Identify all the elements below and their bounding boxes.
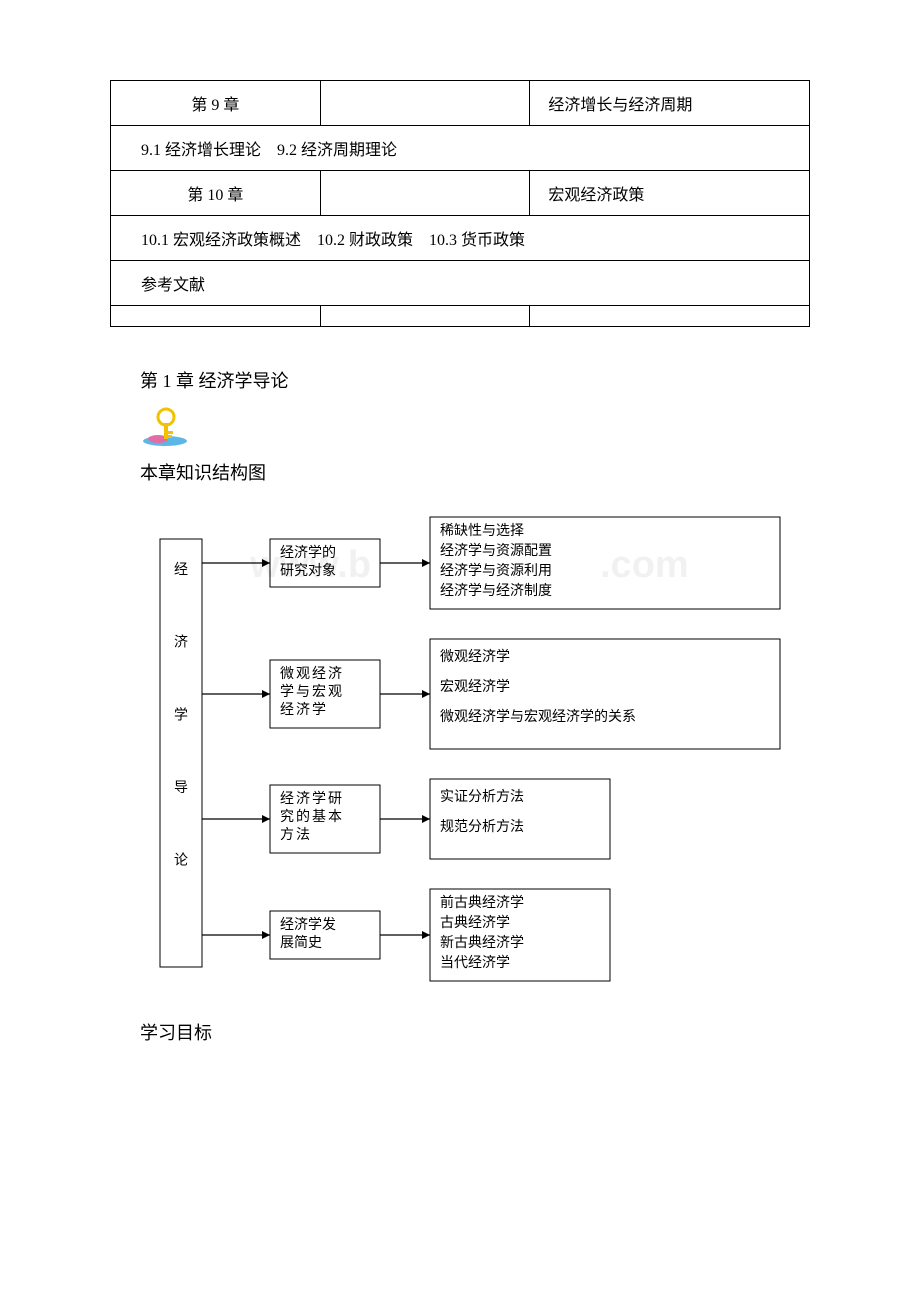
svg-text:稀缺性与选择: 稀缺性与选择 (440, 523, 524, 539)
svg-text:经: 经 (174, 562, 188, 578)
table-row: 参考文献 (111, 261, 810, 306)
knowledge-structure-diagram: 经济学导论www.b.com经济学的研究对象稀缺性与选择经济学与资源配置经济学与… (150, 509, 810, 991)
svg-text:经济学研: 经济学研 (280, 791, 344, 807)
svg-text:研究对象: 研究对象 (280, 563, 336, 579)
svg-text:经济学: 经济学 (280, 702, 328, 718)
svg-text:学: 学 (174, 707, 188, 723)
table-row: 第 10 章 宏观经济政策 (111, 171, 810, 216)
cell-ch10-sections: 10.1 宏观经济政策概述 10.2 财政政策 10.3 货币政策 (111, 216, 810, 261)
svg-text:宏观经济学: 宏观经济学 (440, 679, 510, 695)
svg-text:规范分析方法: 规范分析方法 (440, 818, 524, 835)
table-row: 9.1 经济增长理论 9.2 经济周期理论 (111, 126, 810, 171)
svg-text:微观经济学与宏观经济学的关系: 微观经济学与宏观经济学的关系 (440, 709, 636, 725)
svg-text:经济学发: 经济学发 (280, 917, 336, 933)
chapter-title: 第 1 章 经济学导论 (140, 367, 810, 393)
cell-ch9-num: 第 9 章 (111, 81, 321, 126)
svg-text:古典经济学: 古典经济学 (440, 915, 510, 931)
cell-empty (320, 171, 530, 216)
cell-ch10-title: 宏观经济政策 (530, 171, 810, 216)
svg-text:经济学与经济制度: 经济学与经济制度 (440, 583, 552, 599)
cell-empty (111, 306, 321, 327)
table-row: 10.1 宏观经济政策概述 10.2 财政政策 10.3 货币政策 (111, 216, 810, 261)
cell-ch10-num: 第 10 章 (111, 171, 321, 216)
svg-text:论: 论 (174, 853, 188, 869)
svg-text:经济学与资源利用: 经济学与资源利用 (440, 563, 552, 579)
chapter-index-table: 第 9 章 经济增长与经济周期 9.1 经济增长理论 9.2 经济周期理论 第 … (110, 80, 810, 327)
svg-text:究的基本: 究的基本 (280, 808, 344, 825)
cell-references: 参考文献 (111, 261, 810, 306)
key-icon (140, 405, 190, 445)
study-goals-title: 学习目标 (140, 1019, 810, 1045)
svg-text:新古典经济学: 新古典经济学 (440, 935, 524, 951)
section-heading: 本章知识结构图 (140, 459, 810, 485)
svg-text:微观经济: 微观经济 (280, 666, 344, 682)
cell-empty (530, 306, 810, 327)
svg-text:.com: .com (600, 544, 689, 586)
cell-empty (320, 306, 530, 327)
table-row (111, 306, 810, 327)
cell-ch9-sections: 9.1 经济增长理论 9.2 经济周期理论 (111, 126, 810, 171)
svg-text:展简史: 展简史 (280, 934, 322, 951)
cell-ch9-title: 经济增长与经济周期 (530, 81, 810, 126)
svg-text:前古典经济学: 前古典经济学 (440, 894, 524, 911)
svg-text:济: 济 (174, 635, 188, 651)
svg-text:微观经济学: 微观经济学 (440, 649, 510, 665)
svg-text:经济学与资源配置: 经济学与资源配置 (440, 543, 552, 559)
svg-text:学与宏观: 学与宏观 (280, 684, 344, 700)
svg-text:实证分析方法: 实证分析方法 (440, 789, 524, 805)
table-row: 第 9 章 经济增长与经济周期 (111, 81, 810, 126)
svg-text:方法: 方法 (280, 827, 312, 843)
cell-empty (320, 81, 530, 126)
svg-text:经济学的: 经济学的 (280, 545, 336, 561)
svg-text:导: 导 (174, 781, 188, 796)
svg-text:当代经济学: 当代经济学 (440, 955, 510, 971)
